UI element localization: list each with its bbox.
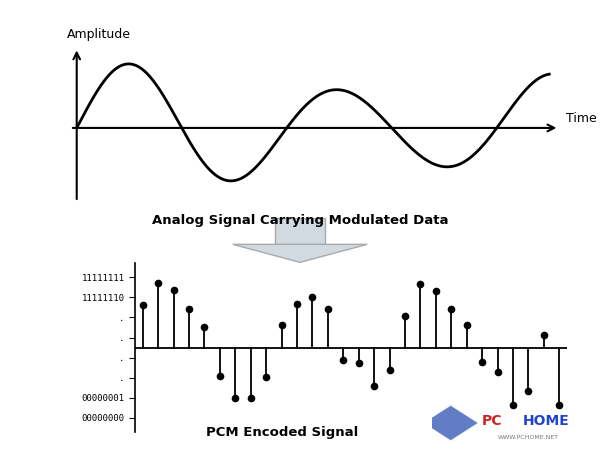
Polygon shape: [275, 218, 325, 244]
Text: PCM Encoded Signal: PCM Encoded Signal: [206, 426, 358, 439]
Text: Analog Signal Carrying Modulated Data: Analog Signal Carrying Modulated Data: [152, 214, 448, 227]
Polygon shape: [422, 405, 479, 441]
Text: Amplitude: Amplitude: [67, 28, 131, 41]
Text: WWW.PCHOME.NET: WWW.PCHOME.NET: [498, 435, 559, 440]
Text: Time: Time: [566, 112, 597, 125]
Polygon shape: [233, 244, 367, 262]
Text: HOME: HOME: [523, 414, 569, 428]
Text: PC: PC: [482, 414, 502, 428]
